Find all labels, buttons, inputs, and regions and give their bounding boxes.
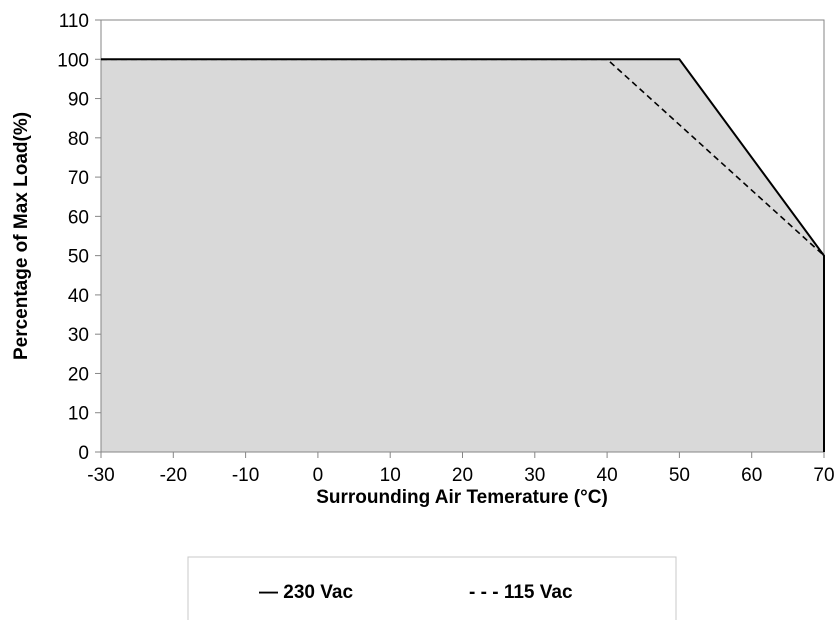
y-axis-title: Percentage of Max Load(%) (11, 112, 32, 360)
x-axis-title: Surrounding Air Temerature (°C) (316, 487, 608, 508)
y-tick-label: 60 (68, 207, 89, 228)
x-tick-label: 20 (452, 465, 473, 486)
legend: — 230 Vac - - - 115 Vac (187, 556, 677, 620)
x-tick-label: 50 (669, 465, 690, 486)
x-tick-label: 40 (597, 465, 618, 486)
legend-box (187, 556, 677, 620)
series-line-230-vac (101, 58, 825, 452)
y-tick-label: 0 (78, 443, 89, 464)
y-tick-label: 40 (68, 286, 89, 307)
x-tick-label: -10 (232, 465, 259, 486)
x-tick-label: -30 (87, 465, 114, 486)
y-tick-label: 10 (68, 404, 89, 425)
y-tick-label: 50 (68, 247, 89, 268)
x-tick-label: 60 (741, 465, 762, 486)
x-tick-label: -20 (160, 465, 187, 486)
y-tick-label: 70 (68, 168, 89, 189)
y-tick-label: 100 (57, 50, 89, 71)
x-tick-label: 70 (813, 465, 834, 486)
series-line-115-vac (101, 58, 825, 257)
safe-operating-area (101, 59, 824, 452)
legend-label-230-vac: — 230 Vac (259, 582, 353, 603)
x-tick-label: 10 (380, 465, 401, 486)
x-tick-label: 0 (313, 465, 324, 486)
y-tick-label: 90 (68, 90, 89, 111)
legend-label-115-vac: - - - 115 Vac (469, 582, 573, 603)
x-tick-label: 30 (524, 465, 545, 486)
x-axis-ticks: -30 -20 -10 0 10 20 30 40 50 60 70 (87, 452, 835, 486)
y-tick-label: 110 (59, 11, 89, 32)
y-tick-label: 30 (68, 325, 89, 346)
y-axis-ticks: 0 10 20 30 40 50 60 70 80 90 100 110 (57, 11, 101, 464)
y-tick-label: 80 (68, 129, 89, 150)
y-tick-label: 20 (68, 364, 89, 385)
